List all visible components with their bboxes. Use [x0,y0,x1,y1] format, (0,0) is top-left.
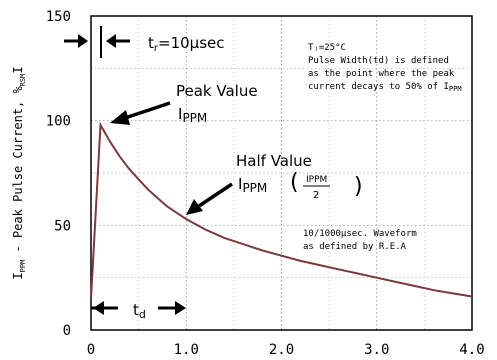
svg-text:td: td [133,301,146,321]
td-sub: d [139,308,146,321]
x-tick-label-1: 1.0 [174,342,199,358]
half-sub: PPM [242,181,267,195]
plot-frame [90,15,473,331]
ylabel-main: I [11,272,25,279]
peak-line1: Peak Value [176,82,258,100]
peak-value-annotation: Peak Value IPPM [110,82,258,125]
y-tick-label-2: 100 [46,114,71,130]
note-line1: Tⱼ=25°C [308,43,346,53]
tr-sub: r [154,43,159,54]
note-line4-sub: PPM [449,85,462,93]
wave-line1: 10/1000μsec. Waveform [303,229,417,239]
td-annotation: td [91,301,186,321]
x-tick-label-4: 4.0 [459,342,484,358]
tr-value: =10μsec [158,34,225,52]
x-tick-labels: 0 1.0 2.0 3.0 4.0 [87,342,485,358]
conditions-note: Tⱼ=25°C Pulse Width(td) is defined as th… [308,43,462,93]
ylabel-unit-sub: RSM [19,74,27,87]
half-frac-den: 2 [313,190,319,201]
y-tick-labels: 0 50 100 150 [46,9,71,339]
grid-lines [91,16,472,330]
wave-line2: as defined by R.E.A [303,242,407,252]
half-main: I [238,175,242,193]
ylabel-close: I [11,66,25,73]
peak-main: I [178,105,182,123]
y-tick-label-3: 150 [46,9,71,25]
note-line2: Pulse Width(td) is defined [308,56,449,66]
tr-annotation: tr=10μsec [64,26,225,58]
half-paren-close: ) [354,174,363,199]
svg-text:current decays to 50% of IPPM: current decays to 50% of IPPM [308,82,462,93]
ylabel-text: - Peak Pulse Current, % [11,86,25,260]
y-tick-label-0: 0 [63,323,71,339]
half-paren-open: ( [290,170,299,195]
svg-text:IPPM: IPPM [178,105,207,125]
x-tick-label-2: 2.0 [269,342,294,358]
y-axis-title: IPPM - Peak Pulse Current, %RSMI [11,66,27,279]
y-tick-label-1: 50 [54,218,71,234]
half-frac-num: IPPM [306,175,327,185]
svg-text:tr=10μsec: tr=10μsec [148,34,225,54]
tr-label: t [148,34,154,52]
series-line [90,121,473,299]
half-line1: Half Value [236,152,312,170]
x-tick-label-3: 3.0 [364,342,389,358]
svg-text:IPPM: IPPM [238,175,267,195]
waveform-note: 10/1000μsec. Waveform as defined by R.E.… [303,229,417,252]
note-line3: as the point where the peak [308,69,455,79]
note-line4: current decays to 50% of I [308,82,449,92]
td-label: t [133,301,139,319]
svg-text:IPPM - Peak Pulse Current, %RS: IPPM - Peak Pulse Current, %RSMI [11,66,27,279]
half-value-annotation: Half Value IPPM ( IPPM 2 ) [186,152,363,215]
ylabel-main-sub: PPM [19,260,27,273]
peak-sub: PPM [182,111,207,125]
x-tick-label-0: 0 [87,342,95,358]
